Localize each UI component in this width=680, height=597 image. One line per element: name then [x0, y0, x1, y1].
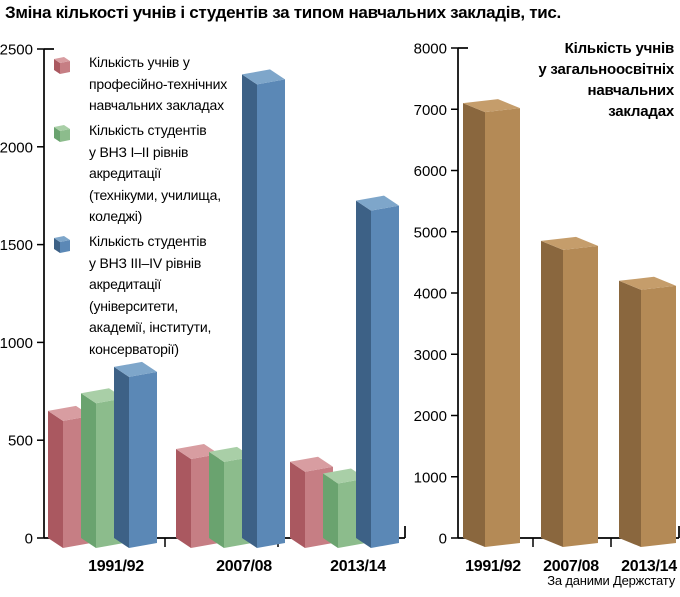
- legend-swatch-cube-icon: [54, 57, 70, 74]
- y-tick-label: 2000: [414, 408, 447, 425]
- legend-item: Кількість студентів у ВНЗ ІІІ–ІV рівнів ак…: [53, 231, 211, 360]
- bar-face-side: [463, 103, 485, 547]
- legend-item-label-line: коледжі): [89, 208, 143, 224]
- y-tick-label: 6000: [414, 163, 447, 180]
- right-chart-title-line: навчальних: [587, 82, 675, 99]
- bar-university-2013/14: [356, 195, 399, 548]
- bar-face-top: [209, 446, 252, 462]
- y-tick-label: 1000: [414, 469, 447, 486]
- y-tick-label: 4000: [414, 286, 447, 303]
- legend-cube-face: [54, 125, 70, 131]
- bar-university-2007/08: [242, 69, 285, 549]
- bar-face-side: [114, 366, 129, 548]
- right-chart-title: Кількість учнів у загальноосвітніх навчаль…: [538, 38, 674, 122]
- legend-item-label: Кількість студентів у ВНЗ ІІІ–ІV рівнів ак…: [89, 231, 211, 360]
- legend-cube-face: [60, 129, 70, 142]
- bar-university-1991/92: [114, 361, 157, 548]
- legend-item-label-line: консерваторії): [89, 340, 179, 357]
- legend-cube-face: [54, 236, 70, 242]
- bar-face-front: [129, 371, 157, 548]
- legend-item-label-line: (технікуми, училища,: [89, 186, 221, 203]
- legend-item-label-line: Кількість студентів: [89, 233, 207, 249]
- x-category-label: 2007/08: [543, 558, 599, 575]
- legend-cube-face: [60, 61, 70, 74]
- legend-cube-face: [54, 57, 70, 63]
- bar-face-side: [619, 280, 641, 547]
- bar-face-top: [176, 444, 219, 459]
- bar-face-top: [541, 236, 598, 250]
- y-tick-label: 0: [439, 531, 447, 548]
- legend-cube-face: [60, 240, 70, 253]
- bar-school-1991/92: [463, 99, 520, 547]
- legend-item-label: Кількість студентів у ВНЗ І–ІІ рівнів акре…: [89, 120, 221, 228]
- bar-face-front: [641, 285, 676, 547]
- bar-face-side: [356, 200, 371, 548]
- legend-item-label-line: у ВНЗ ІІІ–ІV рівнів: [89, 254, 202, 271]
- legend-cube-face: [54, 238, 60, 253]
- legend-item: Кількість учнів у професійно-технічних нав…: [53, 52, 227, 117]
- y-tick-label: 3000: [414, 347, 447, 364]
- bar-face-top: [242, 69, 285, 85]
- bar-face-side: [242, 74, 257, 549]
- bar-face-side: [323, 473, 338, 548]
- bar-school-2013/14: [619, 276, 676, 547]
- bar-face-side: [48, 410, 63, 548]
- bar-face-front: [563, 245, 598, 547]
- bar-face-side: [209, 451, 224, 548]
- legend-item-label-line: Кількість студентів: [89, 122, 207, 138]
- bar-face-front: [485, 108, 520, 547]
- legend-item-label: Кількість учнів у професійно-технічних нав…: [89, 52, 227, 117]
- bar-face-top: [81, 388, 124, 404]
- legend-item-label-line: акредитації: [89, 276, 162, 292]
- x-category-label: 1991/92: [465, 558, 521, 575]
- bar-face-side: [81, 393, 96, 548]
- y-tick-label: 5000: [414, 224, 447, 241]
- y-tick-label: 1000: [0, 335, 33, 352]
- x-category-label: 2007/08: [216, 558, 272, 575]
- right-chart-title-line: у загальноосвітніх: [538, 61, 674, 78]
- y-tick-label: 0: [25, 531, 33, 548]
- legend-item-label-line: професійно-технічних: [89, 75, 227, 92]
- bar-face-top: [323, 468, 366, 484]
- bar-face-side: [541, 240, 563, 547]
- page-title: Зміна кількості учнів і студентів за тип…: [5, 3, 561, 22]
- legend-cube-face: [54, 127, 60, 142]
- y-tick-label: 7000: [414, 102, 447, 119]
- bar-school-2007/08: [541, 236, 598, 547]
- y-tick-label: 8000: [414, 41, 447, 58]
- x-category-label: 1991/92: [88, 558, 144, 575]
- right-chart-title-line: закладах: [608, 103, 674, 120]
- bar-face-top: [48, 405, 91, 421]
- x-category-label: 2013/14: [330, 558, 386, 575]
- bar-face-top: [619, 276, 676, 290]
- bar-face-side: [176, 449, 191, 548]
- legend-item-label-line: акредитації: [89, 165, 162, 181]
- bar-face-top: [114, 361, 157, 377]
- bar-face-side: [290, 461, 305, 548]
- legend-cube-face: [54, 59, 60, 74]
- legend-item: Кількість студентів у ВНЗ І–ІІ рівнів акре…: [53, 120, 221, 228]
- bar-face-top: [290, 456, 333, 472]
- y-tick-label: 500: [8, 433, 33, 450]
- y-tick-label: 2500: [0, 42, 33, 59]
- source-note: За даними Держстату: [547, 573, 675, 588]
- bar-face-front: [371, 205, 399, 548]
- y-tick-label: 1500: [0, 237, 33, 254]
- legend-item-label-line: академії, інститути,: [89, 319, 212, 335]
- legend-item-label-line: Кількість учнів у: [89, 54, 190, 70]
- legend-item-label-line: навчальних закладах: [89, 97, 224, 113]
- legend-item-label-line: у ВНЗ І–ІІ рівнів: [89, 143, 189, 160]
- y-tick-label: 2000: [0, 139, 33, 156]
- x-category-label: 2013/14: [621, 558, 677, 575]
- legend-item-label-line: (університети,: [89, 297, 179, 314]
- right-chart-title-line: Кількість учнів: [564, 40, 675, 57]
- legend-swatch-cube-icon: [54, 236, 70, 253]
- bar-face-front: [257, 79, 285, 549]
- legend-swatch-cube-icon: [54, 125, 70, 142]
- bar-face-top: [463, 99, 520, 113]
- bar-face-top: [356, 195, 399, 211]
